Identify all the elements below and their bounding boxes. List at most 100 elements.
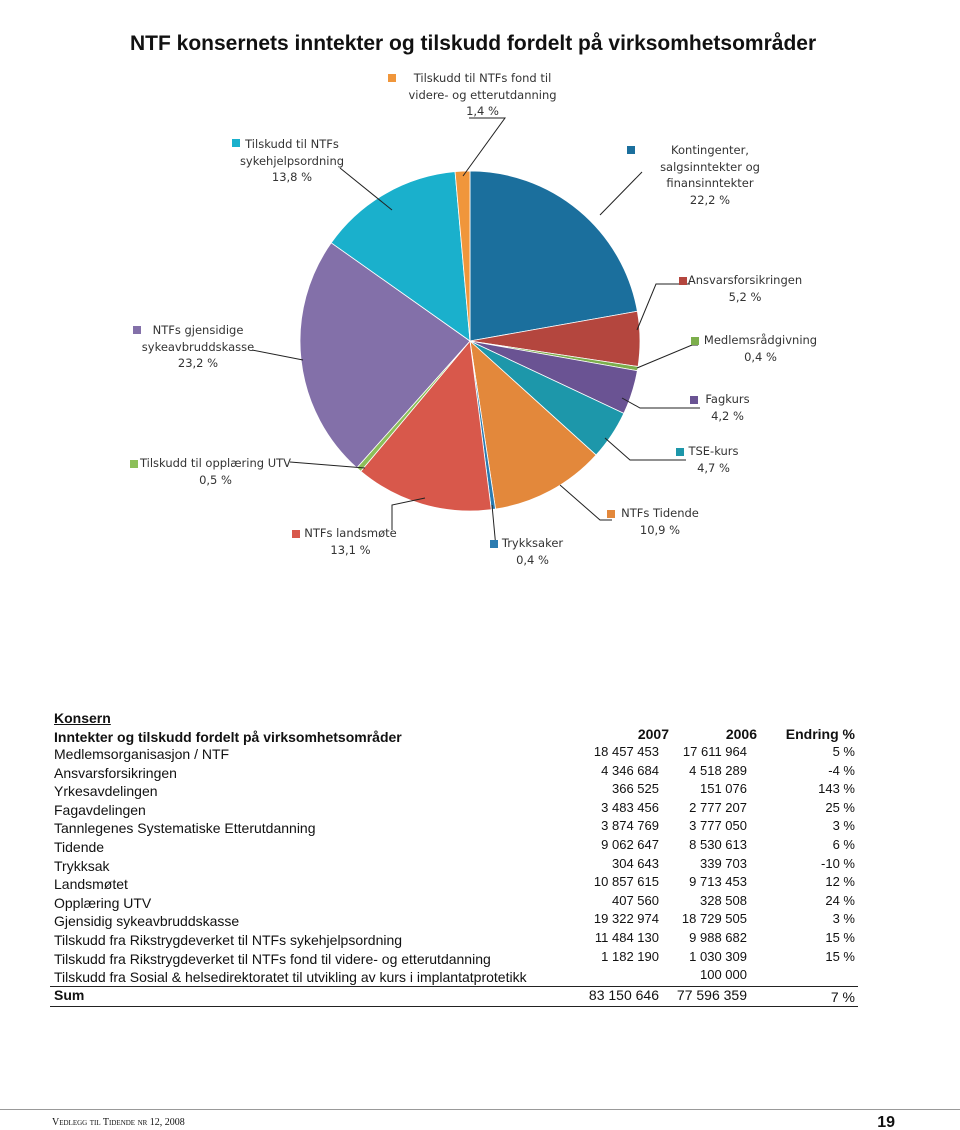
cell: 19 322 974 [593,911,659,927]
cell: 17 611 964 [682,744,747,759]
row-label: Tidende [54,839,105,855]
pie-chart [251,117,700,549]
pie-slice [469,339,597,510]
pie-slice [299,242,471,469]
slice-name: Tilskudd til NTFs sykehjelpsordning [239,137,345,168]
slice-label: Ansvarsforsikringen 5,2 % [685,272,805,305]
row-label: Opplæring UTV [54,894,152,911]
total-cell: 7 % [830,988,855,1005]
slice-name: TSE-kurs [688,444,739,458]
slice-label: TSE-kurs 4,7 % [686,443,741,476]
slice-value: 10,9 % [639,522,681,537]
slice-value: 22,2 % [689,192,731,207]
column-header: 2007 [637,726,669,742]
footer-rule [0,1109,960,1110]
cell: 4 346 684 [601,762,659,778]
column-header: 2006 [725,726,757,742]
column-header: Endring % [785,726,855,742]
legend-swatch [676,448,684,456]
cell: 3 874 769 [601,818,659,834]
total-cell: 83 150 646 [588,986,659,1003]
slice-value: 0,4 % [516,552,549,567]
footer-text: Vedlegg til Tidende nr 12, 2008 [52,1117,185,1128]
cell: 407 560 [612,892,659,908]
row-label: Tannlegenes Systematiske Etterutdanning [54,820,316,837]
slice-label: Tilskudd til NTFs sykehjelpsordning 13,8 … [232,136,352,186]
slice-name: NTFs gjensidige sykeavbruddskasse [141,323,255,354]
cell: 8 530 613 [689,837,747,852]
slice-label: Tilskudd til NTFs fond til videre- og et… [395,70,570,120]
row-label: Medlemsorganisasjon / NTF [54,746,230,762]
cell: 3 % [832,818,855,834]
legend-swatch [292,530,300,538]
slice-name: Fagkurs [705,392,750,406]
chart-title: NTF konsernets inntekter og tilskudd for… [130,32,817,55]
cell: 151 076 [700,781,747,797]
pie-slice [360,340,492,512]
legend-swatch [130,460,138,468]
cell: -4 % [828,762,855,778]
slice-value: 13,1 % [330,542,371,557]
leader-line [462,117,506,177]
leader-line [636,283,690,331]
legend-swatch [133,326,141,334]
slice-name: Tilskudd til opplæring UTV [139,456,292,470]
leader-line [251,349,304,361]
legend-swatch [691,337,699,345]
slice-name: Medlemsrådgivning [703,333,818,347]
cell: 339 703 [700,855,747,871]
pie-slice [330,171,471,342]
cell: 3 % [832,911,855,927]
cell: 143 % [818,781,855,797]
cell: 15 % [825,948,855,964]
slice-value: 0,5 % [199,472,232,487]
leader-line [391,497,426,530]
slice-value: 13,8 % [271,170,313,184]
pie-slice [469,170,638,342]
cell: 24 % [825,892,855,908]
page-number: 19 [877,1114,895,1130]
cell: 18 457 453 [593,744,659,759]
cell: 1 182 190 [601,948,659,964]
legend-swatch [690,396,698,404]
total-label: Sum [54,986,85,1003]
cell: 328 508 [700,892,747,908]
table-heading: Konsern [54,710,111,726]
pie-slice [454,170,471,342]
cell: 304 643 [612,855,659,871]
cell: 15 % [825,930,855,945]
slice-name: Kontingenter, salgsinntekter og finansin… [660,143,760,190]
leader-line [604,437,686,461]
row-label: Trykksak [54,857,110,874]
slice-value: 4,2 % [711,408,744,423]
slice-name: Trykksaker [501,536,564,550]
slice-value: 5,2 % [728,289,762,304]
table-subheading: Inntekter og tilskudd fordelt på virksom… [54,729,402,745]
slice-name: Tilskudd til NTFs fond til videre- og et… [408,71,557,102]
slice-label: Tilskudd til opplæring UTV 0,5 % [138,455,293,488]
legend-swatch [679,277,687,285]
row-rule [50,985,858,987]
leader-line [599,171,643,216]
leader-line [559,484,612,521]
cell: 3 777 050 [689,818,747,834]
row-label: Tilskudd fra Rikstrygdeverket til NTFs s… [54,932,403,948]
leader-line [289,461,366,469]
row-label: Tilskudd fra Rikstrygdeverket til NTFs f… [54,950,491,967]
cell: 9 713 453 [689,874,747,890]
cell: 10 857 615 [593,874,659,890]
legend-swatch [627,146,635,154]
slice-value: 0,4 % [744,349,777,364]
cell: 4 518 289 [689,762,747,778]
row-label: Yrkesavdelingen [54,783,158,800]
cell: 100 000 [700,967,747,983]
leader-line [636,344,698,369]
cell: 2 777 207 [689,799,747,815]
cell: 18 729 505 [681,911,747,927]
cell: 9 062 647 [601,837,659,852]
cell: 5 % [832,744,855,759]
slice-label: NTFs gjensidige sykeavbruddskasse 23,2 % [138,322,258,372]
slice-name: NTFs Tidende [621,506,699,520]
cell: 366 525 [612,781,659,797]
